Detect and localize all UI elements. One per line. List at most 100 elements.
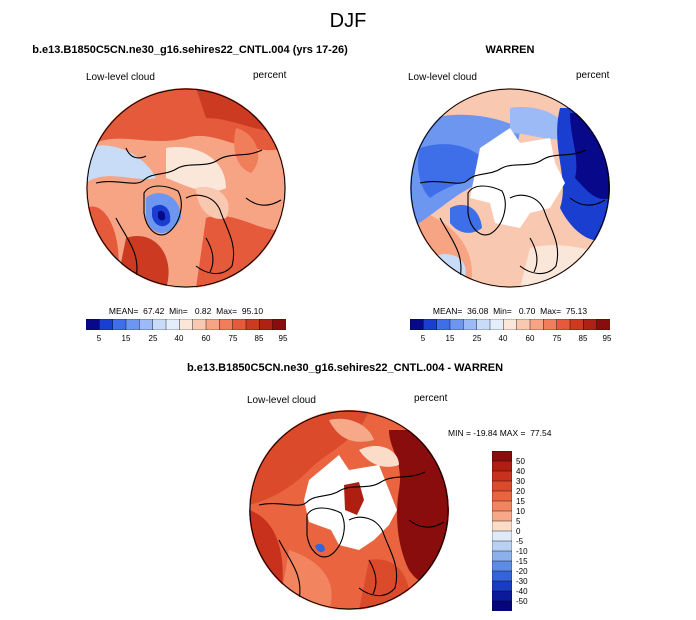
colorbar-swatch: [492, 580, 512, 592]
colorbar-swatch: [476, 319, 491, 330]
panel3-colorbar-ticks: 50 40 30 20 15 10 5 0 -5 -10 -15 -20 -30…: [516, 451, 556, 611]
panel2-colorbar: [410, 319, 610, 330]
panel2-tick: 85: [578, 334, 588, 343]
panel3-title: b.e13.B1850C5CN.ne30_g16.sehires22_CNTL.…: [186, 362, 504, 374]
panel3-tick: -30: [516, 577, 528, 586]
colorbar-swatch: [259, 319, 274, 330]
colorbar-swatch: [492, 550, 512, 562]
panel1-colorbar-swatches: [86, 319, 286, 330]
panel2-units-label: percent: [576, 70, 610, 81]
colorbar-swatch: [492, 480, 512, 492]
panel2-colorbar-ticks: 5 15 25 40 60 75 85 95: [410, 334, 612, 346]
colorbar-swatch: [423, 319, 438, 330]
panel2-variable-label: Low-level cloud: [408, 72, 477, 83]
colorbar-swatch: [503, 319, 518, 330]
panel3-tick: 5: [516, 517, 521, 526]
panel3-tick: 50: [516, 457, 525, 466]
panel3-tick: -5: [516, 537, 524, 546]
panel2-title: WARREN: [485, 44, 535, 56]
panel3-units-label: percent: [414, 393, 448, 404]
panel2-colorbar-swatches: [410, 319, 610, 330]
panel3-variable-label: Low-level cloud: [247, 395, 316, 406]
panel2-tick: 75: [552, 334, 562, 343]
panel3-stats: MIN = -19.84 MAX = 77.54: [448, 428, 552, 438]
colorbar-swatch: [219, 319, 234, 330]
panel2-polar-map: [410, 88, 610, 288]
colorbar-swatch: [232, 319, 247, 330]
colorbar-swatch: [165, 319, 180, 330]
colorbar-swatch: [529, 319, 544, 330]
colorbar-swatch: [205, 319, 220, 330]
colorbar-swatch: [492, 500, 512, 512]
colorbar-swatch: [410, 319, 424, 330]
colorbar-swatch: [492, 570, 512, 582]
panel3-colorbar: [492, 451, 512, 611]
panel2-stats: MEAN= 36.08 Min= 0.70 Max= 75.13: [432, 306, 588, 316]
panel3-tick: 30: [516, 477, 525, 486]
panel3-tick: -50: [516, 597, 528, 606]
colorbar-swatch: [179, 319, 194, 330]
panel1-tick: 95: [278, 334, 288, 343]
colorbar-swatch: [86, 319, 100, 330]
colorbar-swatch: [492, 540, 512, 552]
colorbar-swatch: [99, 319, 114, 330]
panel3-tick: 40: [516, 467, 525, 476]
panel3-tick: 15: [516, 497, 525, 506]
panel1-stats: MEAN= 67.42 Min= 0.82 Max= 95.10: [108, 306, 264, 316]
panel1-tick: 40: [174, 334, 184, 343]
colorbar-swatch: [492, 460, 512, 472]
panel3-tick: -40: [516, 587, 528, 596]
colorbar-swatch: [245, 319, 260, 330]
panel1-tick: 75: [228, 334, 238, 343]
panel1-title: b.e13.B1850C5CN.ne30_g16.sehires22_CNTL.…: [32, 44, 348, 56]
panel2-tick: 5: [420, 334, 426, 343]
panel1-tick: 85: [254, 334, 264, 343]
panel3-tick: -10: [516, 547, 528, 556]
colorbar-swatch: [436, 319, 451, 330]
panel2-tick: 95: [602, 334, 612, 343]
colorbar-swatch: [152, 319, 167, 330]
colorbar-swatch: [492, 451, 512, 462]
colorbar-swatch: [272, 319, 286, 330]
colorbar-swatch: [192, 319, 207, 330]
colorbar-swatch: [492, 590, 512, 602]
colorbar-swatch: [125, 319, 140, 330]
panel3-colorbar-swatches: [492, 451, 512, 611]
colorbar-swatch: [516, 319, 531, 330]
panel3-tick: -20: [516, 567, 528, 576]
colorbar-swatch: [583, 319, 598, 330]
panel3-tick: 10: [516, 507, 525, 516]
colorbar-swatch: [463, 319, 478, 330]
panel2-tick: 15: [445, 334, 455, 343]
panel1-tick: 60: [201, 334, 211, 343]
colorbar-swatch: [569, 319, 584, 330]
panel2-tick: 40: [498, 334, 508, 343]
panel3-tick: 0: [516, 527, 521, 536]
colorbar-swatch: [492, 560, 512, 572]
colorbar-swatch: [112, 319, 127, 330]
colorbar-swatch: [449, 319, 464, 330]
colorbar-swatch: [139, 319, 154, 330]
colorbar-swatch: [596, 319, 610, 330]
panel1-colorbar-ticks: 5 15 25 40 60 75 85 95: [86, 334, 288, 346]
panel1-colorbar: [86, 319, 286, 330]
colorbar-swatch: [556, 319, 571, 330]
panel3-polar-map: [249, 410, 449, 610]
colorbar-swatch: [492, 490, 512, 502]
panel1-tick: 5: [96, 334, 102, 343]
panel1-polar-map: [86, 88, 286, 288]
colorbar-swatch: [489, 319, 504, 330]
panel1-variable-label: Low-level cloud: [86, 72, 155, 83]
colorbar-swatch: [492, 470, 512, 482]
colorbar-swatch: [492, 510, 512, 522]
panel2-tick: 60: [525, 334, 535, 343]
panel3-tick: -15: [516, 557, 528, 566]
colorbar-swatch: [492, 520, 512, 532]
colorbar-swatch: [543, 319, 558, 330]
panel3-tick: 20: [516, 487, 525, 496]
panel1-units-label: percent: [253, 70, 287, 81]
figure-title: DJF: [329, 10, 367, 32]
colorbar-swatch: [492, 530, 512, 542]
colorbar-swatch: [492, 600, 512, 611]
panel1-tick: 25: [148, 334, 158, 343]
